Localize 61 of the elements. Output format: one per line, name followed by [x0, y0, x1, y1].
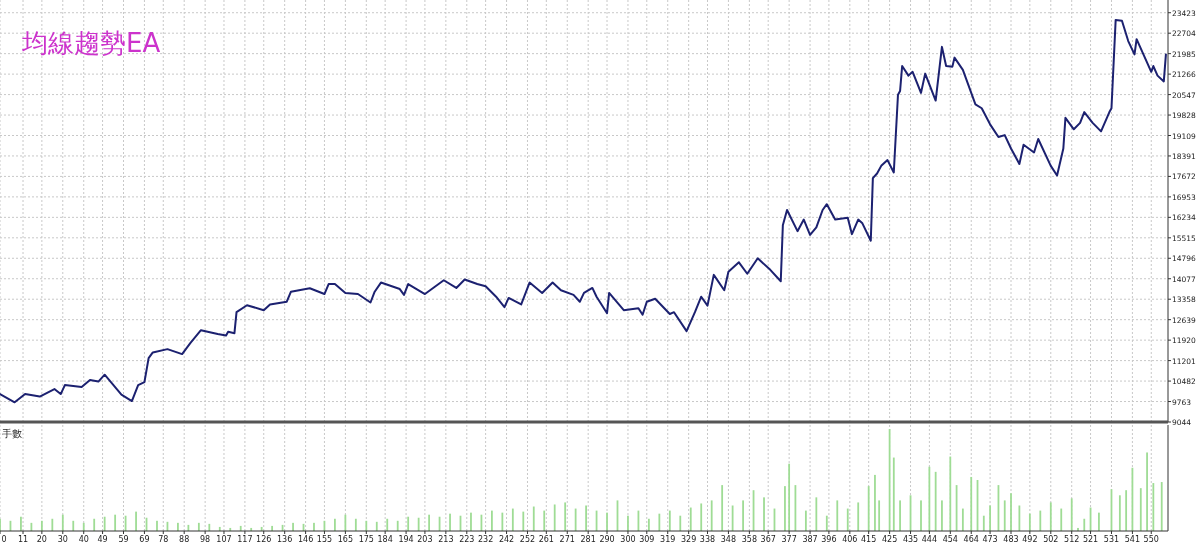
x-tick-label: 232 — [477, 535, 494, 543]
x-tick-label: 165 — [337, 535, 354, 543]
x-tick-label: 98 — [200, 535, 211, 543]
x-tick-label: 175 — [358, 535, 374, 543]
x-tick-label: 550 — [1143, 535, 1159, 543]
x-tick-label: 444 — [921, 535, 938, 543]
y-axis-title: 手數 — [2, 428, 22, 439]
x-tick-label: 367 — [760, 535, 776, 543]
x-tick-label: 136 — [277, 535, 293, 543]
x-tick-label: 213 — [438, 535, 454, 543]
x-tick-label: 502 — [1043, 535, 1059, 543]
x-tick-label: 319 — [660, 535, 676, 543]
x-tick-label: 358 — [741, 535, 757, 543]
x-tick-label: 261 — [538, 535, 554, 543]
x-tick-label: 184 — [377, 535, 393, 543]
x-tick-label: 512 — [1064, 535, 1080, 543]
x-tick-label: 329 — [681, 535, 697, 543]
x-tick-label: 406 — [842, 535, 858, 543]
x-tick-label: 0 — [1, 535, 7, 543]
x-tick-label: 309 — [639, 535, 655, 543]
x-tick-label: 40 — [78, 535, 89, 543]
x-tick-label: 338 — [699, 535, 716, 543]
x-tick-label: 483 — [1003, 535, 1019, 543]
x-tick-label: 290 — [599, 535, 615, 543]
x-tick-label: 281 — [580, 535, 596, 543]
line-series — [0, 18, 1167, 404]
x-tick-label: 521 — [1082, 535, 1099, 543]
x-tick-label: 252 — [519, 535, 536, 543]
x-tick-label: 541 — [1124, 535, 1141, 543]
x-tick-label: 126 — [256, 535, 272, 543]
x-tick-label: 107 — [216, 535, 232, 543]
x-tick-label: 531 — [1103, 535, 1120, 543]
x-tick-label: 194 — [398, 535, 414, 543]
x-tick-label: 242 — [498, 535, 515, 543]
x-tick-label: 348 — [720, 535, 737, 543]
x-tick-label: 415 — [861, 535, 877, 543]
x-tick-label: 435 — [902, 535, 919, 543]
x-tick-label: 49 — [97, 535, 108, 543]
x-tick-label: 425 — [881, 535, 898, 543]
x-tick-label: 117 — [237, 535, 253, 543]
x-tick-label: 146 — [297, 535, 314, 543]
x-tick-label: 78 — [158, 535, 169, 543]
x-tick-label: 464 — [963, 535, 979, 543]
x-tick-label: 155 — [316, 535, 333, 543]
x-tick-label: 492 — [1022, 535, 1038, 543]
x-tick-label: 377 — [781, 535, 797, 543]
x-tick-label: 88 — [179, 535, 190, 543]
x-tick-label: 396 — [821, 535, 837, 543]
x-tick-label: 387 — [802, 535, 818, 543]
x-tick-label: 69 — [139, 535, 150, 543]
text: 均線趨勢EA — [21, 28, 161, 58]
x-tick-label: 59 — [118, 535, 129, 543]
x-tick-label: 300 — [620, 535, 636, 543]
x-tick-label: 30 — [57, 535, 68, 543]
x-tick-label: 20 — [36, 535, 47, 543]
x-tick-label: 271 — [559, 535, 575, 543]
x-tick-label: 454 — [942, 535, 958, 543]
x-tick-label: 223 — [459, 535, 475, 543]
x-tick-label: 473 — [982, 535, 998, 543]
x-tick-label: 203 — [417, 535, 433, 543]
x-tick-label: 11 — [17, 535, 29, 543]
